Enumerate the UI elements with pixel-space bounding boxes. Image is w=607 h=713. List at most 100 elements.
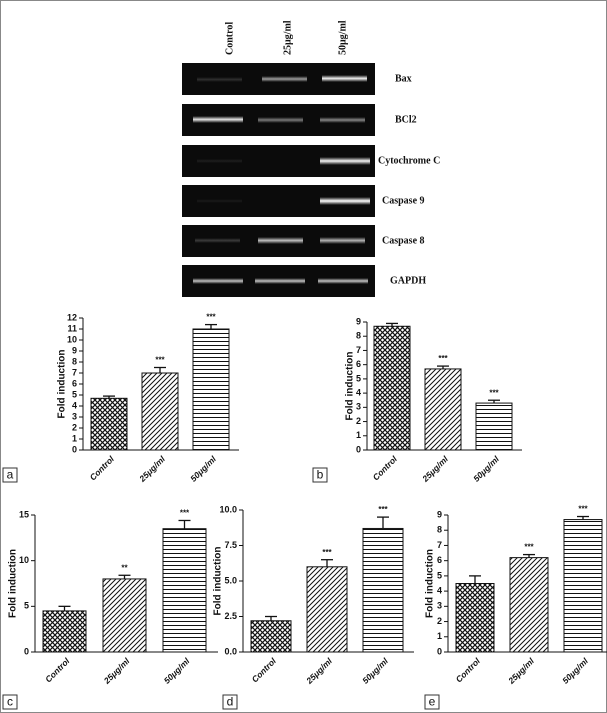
y-axis-label: Fold induction	[8, 549, 19, 618]
y-tick-label: 15	[19, 509, 29, 519]
y-tick-label: 9	[437, 509, 442, 519]
y-tick-label: 7.5	[224, 540, 237, 550]
panel-label-box	[424, 694, 440, 710]
y-tick-label: 1	[356, 430, 361, 440]
y-axis-label: Fold induction	[345, 352, 356, 421]
band-label: Caspase 8	[382, 235, 425, 246]
significance: ***	[489, 388, 499, 397]
bar	[455, 583, 495, 653]
bar	[306, 566, 348, 653]
y-tick-label: 10	[19, 555, 29, 565]
y-tick-label: 2	[356, 416, 361, 426]
y-tick-label: 1	[437, 631, 442, 641]
lane-label: Control	[224, 22, 235, 55]
x-tick-label: 50μg/ml	[360, 655, 390, 685]
x-tick-label: Control	[454, 655, 483, 684]
bar	[162, 528, 207, 653]
y-tick-label: 8	[72, 356, 77, 366]
gel	[182, 63, 375, 297]
y-tick-label: 5	[24, 601, 29, 611]
y-tick-label: 10	[67, 334, 77, 344]
y-tick-label: 3	[72, 411, 77, 421]
significance: ***	[438, 354, 448, 363]
bar	[373, 325, 411, 451]
bar	[475, 402, 513, 451]
bar	[424, 368, 462, 451]
band-label: Caspase 9	[382, 195, 425, 206]
y-tick-label: 5	[72, 389, 77, 399]
bar	[362, 527, 404, 653]
y-tick-label: 5	[437, 570, 442, 580]
significance: ***	[524, 543, 534, 552]
y-tick-label: 6	[437, 555, 442, 565]
y-tick-label: 4	[437, 585, 442, 595]
y-tick-label: 0	[437, 646, 442, 656]
lane-label: 25μg/ml	[282, 20, 293, 55]
x-tick-label: 25μg/ml	[420, 453, 451, 484]
x-tick-label: Control	[43, 655, 72, 684]
bar	[102, 578, 147, 653]
panel-label: b	[317, 468, 324, 482]
x-tick-label: 25μg/ml	[137, 453, 168, 484]
bar	[141, 372, 179, 451]
y-tick-label: 8	[437, 525, 442, 535]
y-tick-label: 8	[356, 331, 361, 341]
y-tick-label: 9	[72, 345, 77, 355]
x-tick-label: Control	[371, 453, 400, 482]
y-tick-label: 7	[437, 540, 442, 550]
y-tick-label: 7	[72, 367, 77, 377]
panel-label-box	[222, 694, 238, 710]
y-tick-label: 11	[67, 323, 77, 333]
band-label: BCl2	[395, 114, 417, 125]
y-tick-label: 5.0	[224, 575, 237, 585]
y-tick-label: 0	[24, 646, 29, 656]
bar	[192, 328, 230, 451]
significance: ***	[378, 505, 388, 514]
bar	[42, 610, 87, 653]
y-tick-label: 2	[72, 422, 77, 432]
y-tick-label: 0.0	[224, 646, 237, 656]
x-tick-label: 50μg/ml	[162, 655, 192, 685]
x-tick-label: Control	[88, 453, 117, 482]
significance: ***	[322, 548, 332, 557]
panel-label-box	[2, 467, 18, 483]
x-tick-label: 50μg/ml	[560, 655, 590, 685]
y-tick-label: 0	[72, 444, 77, 454]
x-tick-label: 25μg/ml	[506, 655, 537, 686]
y-tick-label: 2	[437, 616, 442, 626]
y-tick-label: 2.5	[224, 611, 237, 621]
panel-label: d	[227, 695, 234, 709]
y-axis-label: Fold induction	[57, 350, 68, 419]
bar	[509, 557, 549, 653]
band-label: GAPDH	[390, 275, 426, 286]
y-tick-label: 3	[437, 601, 442, 611]
bar	[250, 620, 292, 653]
x-tick-label: Control	[250, 655, 279, 684]
x-tick-label: 50μg/ml	[188, 453, 218, 483]
lane-label: 50μg/ml	[337, 20, 348, 55]
y-tick-label: 1	[72, 433, 77, 443]
y-tick-label: 10.0	[219, 504, 237, 514]
y-tick-label: 6	[356, 359, 361, 369]
y-tick-label: 12	[67, 312, 77, 322]
panel-label-box	[2, 694, 18, 710]
panel-label-box	[312, 467, 328, 483]
significance: **	[121, 563, 128, 572]
y-axis-label: Fold induction	[425, 549, 436, 618]
y-tick-label: 9	[356, 316, 361, 326]
significance: ***	[155, 356, 165, 365]
y-tick-label: 4	[356, 387, 361, 397]
band-label: Cytochrome C	[378, 155, 440, 166]
panel-label: c	[7, 695, 13, 709]
bar	[90, 397, 128, 451]
panel-label: e	[429, 695, 436, 709]
y-tick-label: 6	[72, 378, 77, 388]
y-tick-label: 4	[72, 400, 77, 410]
y-tick-label: 7	[356, 345, 361, 355]
significance: ***	[180, 509, 190, 518]
x-tick-label: 50μg/ml	[471, 453, 501, 483]
significance: ***	[578, 505, 588, 514]
band-label: Bax	[395, 73, 412, 84]
